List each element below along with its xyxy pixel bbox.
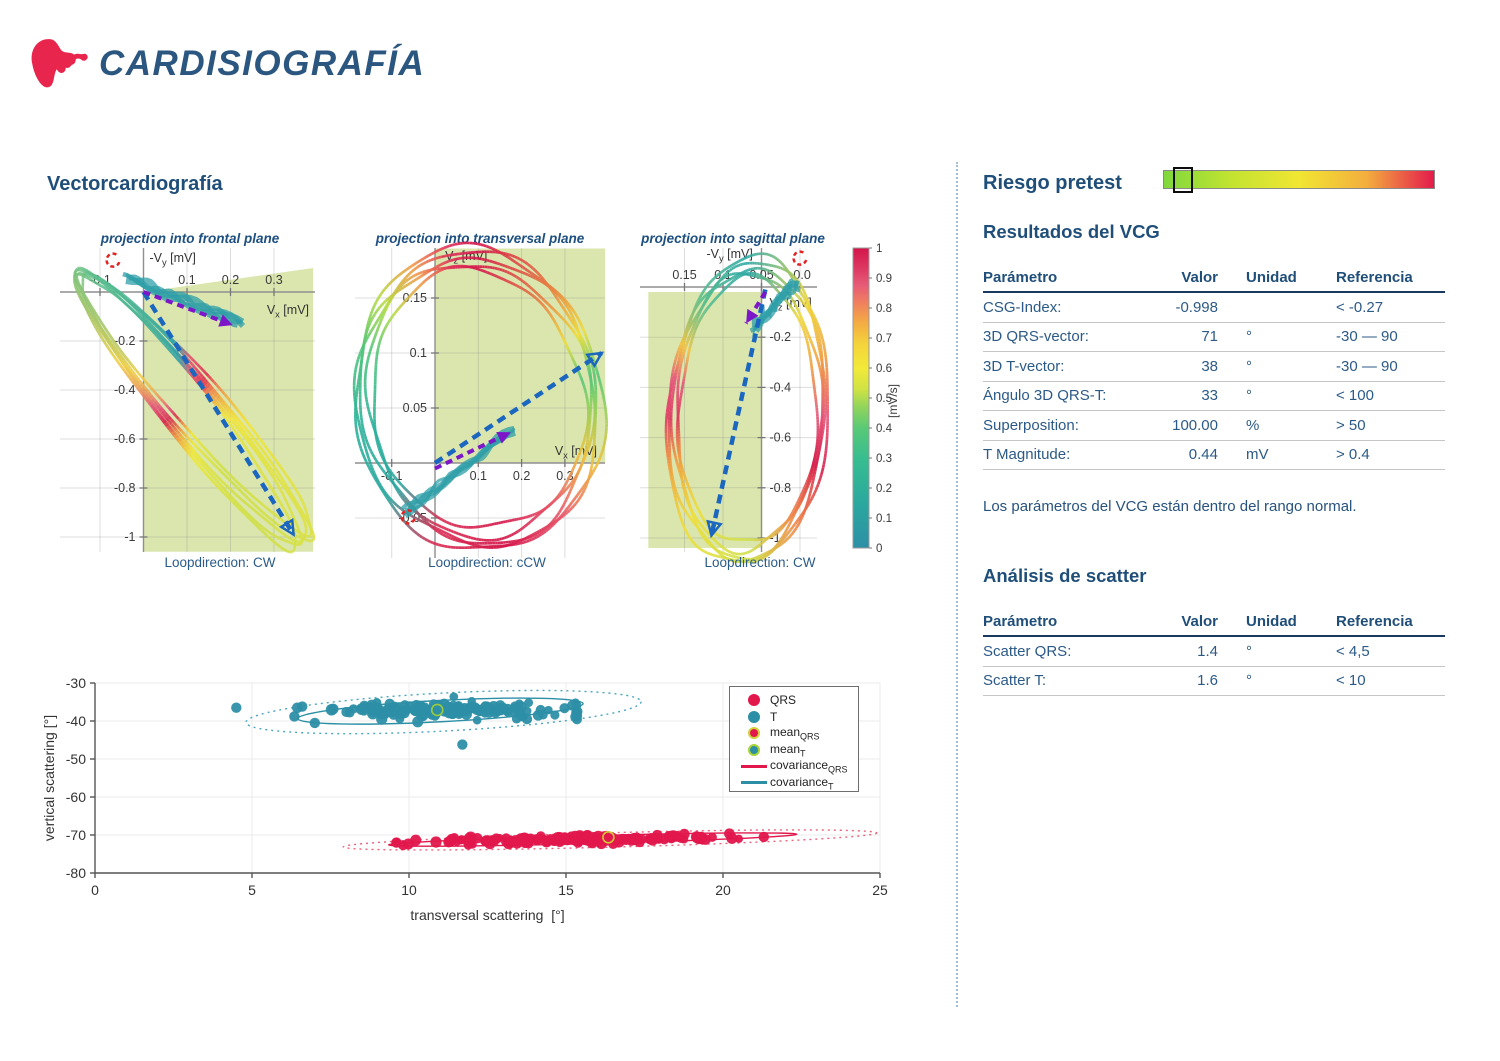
legend-marker-ringdot <box>738 743 770 756</box>
legend-label: covarianceT <box>770 774 834 791</box>
table-row: Ángulo 3D QRS-T: 33 ° < 100 <box>983 380 1445 411</box>
legend-marker-line <box>738 781 770 785</box>
cell-param: Superposition: <box>983 416 1079 434</box>
cell-value: 1.6 <box>1197 672 1218 690</box>
vcg-normal-note: Los parámetros del VCG están dentro del … <box>983 498 1357 515</box>
cell-value: 1.4 <box>1197 642 1218 660</box>
cell-reference: < 100 <box>1336 387 1374 405</box>
legend-marker-ringdot <box>738 727 770 740</box>
loop-caption-transversal: Loopdirection: cCW <box>428 555 546 570</box>
cell-value: -0.998 <box>1175 298 1218 316</box>
cell-unit: % <box>1246 416 1260 434</box>
cell-param: 3D QRS-vector: <box>983 328 1089 346</box>
cell-value: 38 <box>1201 357 1218 375</box>
column-header: Unidad <box>1246 269 1297 286</box>
legend-label: meanT <box>770 741 806 758</box>
legend-item: T <box>738 709 858 726</box>
cell-unit: ° <box>1246 642 1252 660</box>
cell-value: 33 <box>1201 387 1218 405</box>
risk-marker <box>1173 167 1194 193</box>
column-header: Unidad <box>1246 613 1297 630</box>
cell-reference: < -0.27 <box>1336 298 1384 316</box>
legend-marker-line <box>738 764 770 768</box>
cell-reference: -30 — 90 <box>1336 357 1398 375</box>
cell-unit: ° <box>1246 357 1252 375</box>
cell-param: CSG-Index: <box>983 298 1062 316</box>
legend-marker-dot <box>738 710 770 723</box>
panel-divider <box>956 162 958 1007</box>
cell-reference: < 4,5 <box>1336 642 1370 660</box>
cell-param: Scatter QRS: <box>983 642 1072 660</box>
cell-reference: > 0.4 <box>1336 446 1370 464</box>
risk-title: Riesgo pretest <box>983 172 1122 194</box>
legend-item: covarianceT <box>738 775 858 792</box>
column-header: Referencia <box>1336 613 1413 630</box>
cell-param: T Magnitude: <box>983 446 1071 464</box>
table-row: T Magnitude: 0.44 mV > 0.4 <box>983 439 1445 470</box>
cell-param: 3D T-vector: <box>983 357 1065 375</box>
loop-caption-sagittal: Loopdirection: CW <box>704 555 816 570</box>
column-header: Valor <box>1181 269 1218 286</box>
cell-value: 71 <box>1201 328 1218 346</box>
legend-item: QRS <box>738 692 858 709</box>
column-header: Referencia <box>1336 269 1413 286</box>
table-row: CSG-Index: -0.998 < -0.27 <box>983 293 1445 322</box>
table-row: Scatter QRS: 1.4 ° < 4,5 <box>983 637 1445 666</box>
cell-param: Ángulo 3D QRS-T: <box>983 387 1107 405</box>
legend-label: T <box>770 709 778 724</box>
column-header: Parámetro <box>983 269 1058 286</box>
vcg-results-title: Resultados del VCG <box>983 221 1160 242</box>
table-row: Superposition: 100.00% > 50 <box>983 410 1445 440</box>
cell-param: Scatter T: <box>983 672 1047 690</box>
vcg-results-table: Parámetro Valor Unidad Referencia CSG-Index:… <box>983 264 1445 470</box>
loop-caption-frontal: Loopdirection: CW <box>164 555 276 570</box>
column-header: Parámetro <box>983 613 1058 630</box>
brand-logo-icon <box>28 36 92 96</box>
scatter-analysis-table: Parámetro Valor Unidad Referencia Scatter QR… <box>983 608 1445 696</box>
legend-label: meanQRS <box>770 725 820 742</box>
vcg-projections-canvas <box>40 225 920 575</box>
column-header: Valor <box>1181 613 1218 630</box>
cell-value: 0.44 <box>1188 446 1218 464</box>
legend-item: meanT <box>738 742 858 759</box>
cell-unit: ° <box>1246 328 1252 346</box>
risk-gradient-bar <box>1163 167 1435 193</box>
legend-marker-dot <box>738 694 770 707</box>
table-row: 3D T-vector: 38 ° -30 — 90 <box>983 351 1445 381</box>
cell-unit: mV <box>1246 446 1269 464</box>
legend-label: QRS <box>770 693 797 708</box>
cell-reference: -30 — 90 <box>1336 328 1398 346</box>
table-row: Scatter T: 1.6 ° < 10 <box>983 665 1445 696</box>
scatter-analysis-title: Análisis de scatter <box>983 565 1147 586</box>
cell-unit: ° <box>1246 387 1252 405</box>
cell-unit: ° <box>1246 672 1252 690</box>
cell-reference: > 50 <box>1336 416 1366 434</box>
legend-item: covarianceQRS <box>738 758 858 775</box>
cell-value: 100.00 <box>1172 416 1218 434</box>
table-row: 3D QRS-vector: 71 ° -30 — 90 <box>983 321 1445 352</box>
section-title-vectorcardiografia: Vectorcardiografía <box>47 173 223 195</box>
cell-reference: < 10 <box>1336 672 1366 690</box>
brand-name: CARDISIOGRAFÍA <box>99 44 426 83</box>
legend-item: meanQRS <box>738 725 858 742</box>
legend-label: covarianceQRS <box>770 758 848 775</box>
